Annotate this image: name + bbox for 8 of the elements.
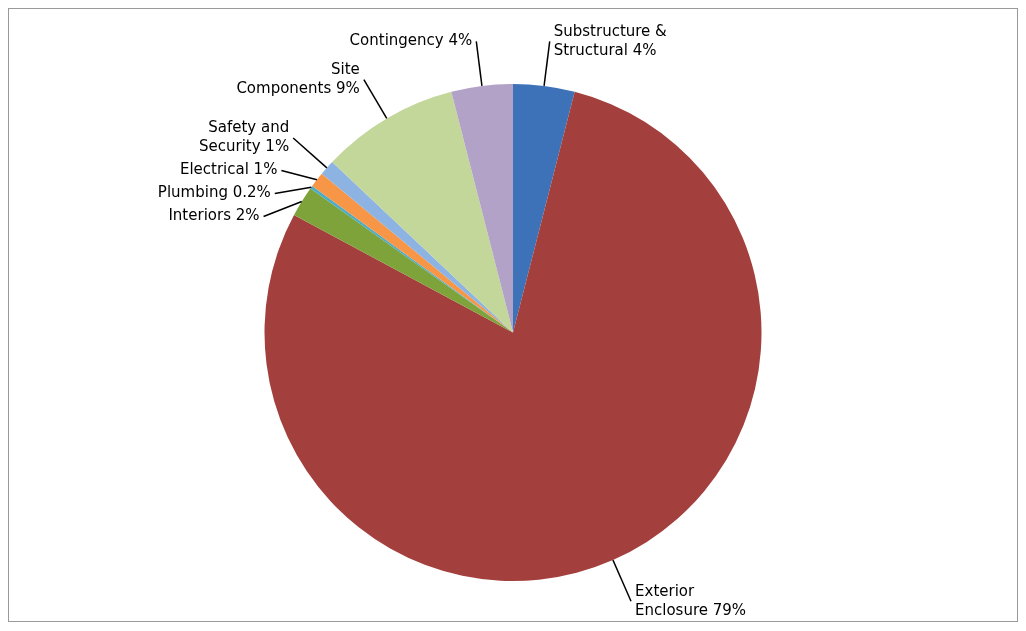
slice-label: Contingency 4% bbox=[349, 31, 473, 50]
slice-label: Interiors 2% bbox=[168, 206, 260, 225]
slice-label: Exterior Enclosure 79% bbox=[635, 581, 747, 619]
slice-label: Plumbing 0.2% bbox=[157, 183, 271, 202]
slice-label: Substructure & Structural 4% bbox=[553, 21, 668, 59]
slice-label: Electrical 1% bbox=[179, 160, 278, 179]
slice-label: Safety and Security 1% bbox=[199, 118, 290, 156]
slice-label: Site Components 9% bbox=[236, 60, 360, 98]
